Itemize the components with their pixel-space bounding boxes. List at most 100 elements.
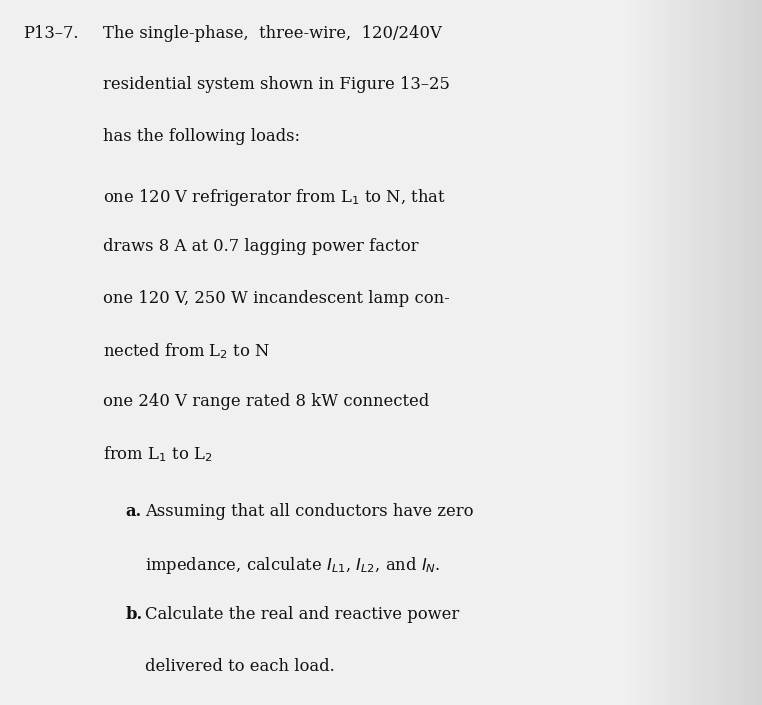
Bar bbox=[704, 0, 706, 705]
Bar bbox=[639, 0, 640, 705]
Bar bbox=[659, 0, 661, 705]
Text: Calculate the real and reactive power: Calculate the real and reactive power bbox=[145, 606, 459, 623]
Bar bbox=[757, 0, 758, 705]
Bar bbox=[699, 0, 700, 705]
Bar bbox=[680, 0, 681, 705]
Bar bbox=[684, 0, 685, 705]
Bar bbox=[628, 0, 629, 705]
Bar bbox=[747, 0, 748, 705]
Bar bbox=[668, 0, 669, 705]
Bar bbox=[666, 0, 668, 705]
Bar bbox=[750, 0, 751, 705]
Bar bbox=[648, 0, 649, 705]
Bar bbox=[729, 0, 731, 705]
Text: has the following loads:: has the following loads: bbox=[103, 128, 300, 145]
Bar bbox=[702, 0, 703, 705]
Bar bbox=[644, 0, 645, 705]
Bar bbox=[745, 0, 747, 705]
Text: one 120 V refrigerator from L$_1$ to N, that: one 120 V refrigerator from L$_1$ to N, … bbox=[103, 187, 446, 208]
Bar bbox=[645, 0, 647, 705]
Bar bbox=[683, 0, 684, 705]
Bar bbox=[662, 0, 663, 705]
Bar bbox=[751, 0, 752, 705]
Bar bbox=[758, 0, 759, 705]
Bar bbox=[748, 0, 750, 705]
Bar bbox=[740, 0, 741, 705]
Bar bbox=[676, 0, 677, 705]
Bar bbox=[717, 0, 718, 705]
Bar bbox=[716, 0, 717, 705]
Bar bbox=[688, 0, 690, 705]
Bar bbox=[741, 0, 743, 705]
Bar bbox=[658, 0, 659, 705]
Bar bbox=[710, 0, 711, 705]
Bar bbox=[736, 0, 738, 705]
Bar bbox=[703, 0, 704, 705]
Bar bbox=[709, 0, 710, 705]
Bar bbox=[671, 0, 673, 705]
Text: draws 8 A at 0.7 lagging power factor: draws 8 A at 0.7 lagging power factor bbox=[103, 238, 418, 255]
Bar bbox=[744, 0, 745, 705]
Bar bbox=[669, 0, 670, 705]
Bar bbox=[649, 0, 651, 705]
Bar bbox=[652, 0, 654, 705]
Bar bbox=[636, 0, 637, 705]
Bar bbox=[656, 0, 658, 705]
Text: one 240 V range rated 8 kW connected: one 240 V range rated 8 kW connected bbox=[103, 393, 429, 410]
Bar bbox=[726, 0, 728, 705]
Bar bbox=[714, 0, 716, 705]
Bar bbox=[681, 0, 683, 705]
Bar bbox=[728, 0, 729, 705]
Bar bbox=[692, 0, 693, 705]
Bar bbox=[732, 0, 733, 705]
Text: from L$_1$ to L$_2$: from L$_1$ to L$_2$ bbox=[103, 444, 212, 464]
Bar bbox=[687, 0, 688, 705]
Text: nected from L$_2$ to N: nected from L$_2$ to N bbox=[103, 341, 270, 361]
Bar bbox=[690, 0, 692, 705]
Bar bbox=[752, 0, 754, 705]
Bar bbox=[635, 0, 636, 705]
Bar bbox=[755, 0, 757, 705]
Bar bbox=[719, 0, 721, 705]
Text: impedance, calculate $I_{L1}$, $I_{L2}$, and $I_N$.: impedance, calculate $I_{L1}$, $I_{L2}$,… bbox=[145, 555, 440, 576]
Bar bbox=[706, 0, 707, 705]
Bar bbox=[674, 0, 676, 705]
Text: residential system shown in Figure 13–25: residential system shown in Figure 13–25 bbox=[103, 76, 450, 93]
Bar bbox=[722, 0, 724, 705]
Bar bbox=[743, 0, 744, 705]
Bar bbox=[673, 0, 674, 705]
Bar bbox=[695, 0, 696, 705]
Bar bbox=[718, 0, 719, 705]
Text: P13–7.: P13–7. bbox=[23, 25, 78, 42]
Bar bbox=[625, 0, 626, 705]
Bar bbox=[731, 0, 732, 705]
Bar bbox=[663, 0, 664, 705]
Bar bbox=[677, 0, 678, 705]
Bar bbox=[712, 0, 714, 705]
Bar bbox=[670, 0, 671, 705]
Bar bbox=[696, 0, 697, 705]
Bar bbox=[759, 0, 760, 705]
Bar bbox=[760, 0, 762, 705]
Bar bbox=[654, 0, 655, 705]
Bar bbox=[632, 0, 633, 705]
Bar bbox=[700, 0, 702, 705]
Text: b.: b. bbox=[126, 606, 143, 623]
Bar bbox=[640, 0, 642, 705]
Bar bbox=[724, 0, 725, 705]
Bar bbox=[711, 0, 712, 705]
Bar bbox=[738, 0, 740, 705]
Bar bbox=[626, 0, 628, 705]
Text: one 120 V, 250 W incandescent lamp con-: one 120 V, 250 W incandescent lamp con- bbox=[103, 290, 450, 307]
Bar bbox=[642, 0, 644, 705]
Bar bbox=[664, 0, 666, 705]
Bar bbox=[655, 0, 656, 705]
Bar bbox=[693, 0, 695, 705]
Bar bbox=[629, 0, 630, 705]
Bar bbox=[651, 0, 652, 705]
Bar bbox=[754, 0, 755, 705]
Text: a.: a. bbox=[126, 503, 142, 520]
Bar bbox=[721, 0, 722, 705]
Text: delivered to each load.: delivered to each load. bbox=[145, 658, 335, 675]
Bar bbox=[630, 0, 632, 705]
